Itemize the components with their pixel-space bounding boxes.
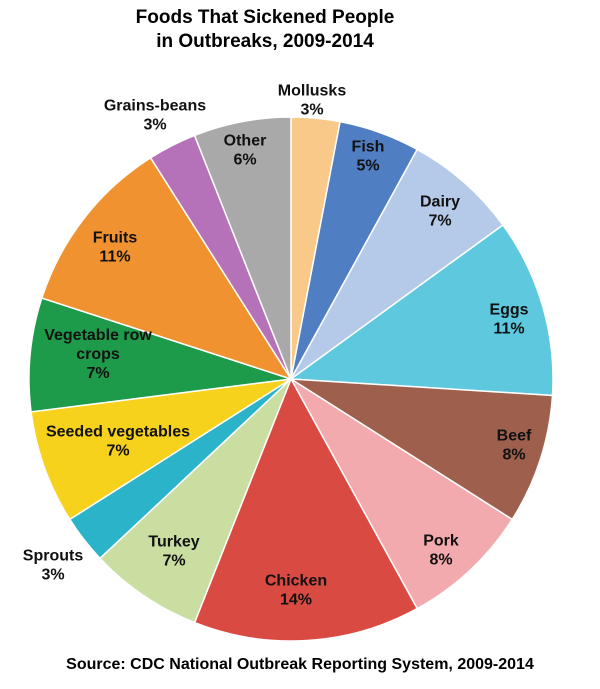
- pie-slice-beef: [290, 378, 554, 521]
- slice-label-line: Seeded vegetables: [46, 424, 190, 441]
- slice-label-line: 5%: [356, 158, 379, 175]
- slice-label-line: Fish: [352, 139, 385, 156]
- slice-label-other: Other 6%: [224, 133, 267, 169]
- slice-label-line: Sprouts: [23, 548, 84, 565]
- slice-label-dairy: Dairy 7%: [420, 194, 460, 230]
- slice-label-pork: Pork 8%: [423, 533, 459, 569]
- chart-title-line-2: in Outbreaks, 2009-2014: [156, 31, 374, 52]
- slice-label-line: 11%: [493, 321, 524, 338]
- slice-label-line: 3%: [41, 567, 64, 584]
- slice-label-line: 3%: [143, 117, 166, 134]
- slice-label-line: 8%: [502, 447, 525, 464]
- slice-label-vegetable-row-crops: Vegetable row crops 7%: [44, 327, 152, 382]
- slice-label-chicken: Chicken 14%: [265, 573, 327, 609]
- pie-slice-other: [193, 116, 292, 380]
- pie-slice-turkey: [98, 378, 292, 624]
- pie-slice-pork: [290, 378, 514, 610]
- slice-label-beef: Beef 8%: [497, 428, 532, 464]
- pie-slices: [28, 116, 554, 642]
- slice-label-eggs: Eggs 11%: [489, 302, 528, 338]
- slice-label-seeded-vegetables: Seeded vegetables 7%: [46, 424, 190, 460]
- slice-label-grains-beans: Grains-beans 3%: [104, 98, 206, 134]
- pie-slice-eggs: [288, 223, 554, 397]
- slice-labels: Mollusks 3%Fish 5%Dairy 7%Eggs 11%Beef 8%Pork…: [23, 83, 532, 609]
- slice-label-line: Pork: [423, 533, 459, 550]
- slice-label-turkey: Turkey 7%: [148, 534, 199, 570]
- slice-label-line: 7%: [106, 443, 129, 460]
- slice-label-line: Vegetable row: [44, 327, 152, 344]
- chart-title-line-1: Foods That Sickened People: [135, 7, 395, 28]
- slice-label-line: Turkey: [148, 534, 199, 551]
- slice-label-fish: Fish 5%: [352, 139, 385, 175]
- slice-label-mollusks: Mollusks 3%: [278, 83, 347, 119]
- slice-label-line: crops: [76, 346, 120, 363]
- slice-label-line: Other: [224, 133, 267, 150]
- chart-title: Foods That Sickened People in Outbreaks,…: [0, 6, 530, 54]
- slice-label-fruits: Fruits 11%: [93, 230, 138, 266]
- pie-slice-fruits: [40, 156, 293, 381]
- slice-label-line: 14%: [280, 592, 312, 609]
- pie-slice-seeded-vegetables: [30, 378, 292, 521]
- slice-label-line: 6%: [233, 152, 256, 169]
- chart-source: Source: CDC National Outbreak Reporting …: [66, 656, 534, 673]
- slice-label-line: 11%: [99, 249, 130, 266]
- slice-label-line: Chicken: [265, 573, 327, 590]
- slice-label-line: 3%: [300, 102, 323, 119]
- pie-slice-chicken: [193, 377, 419, 642]
- slice-label-line: 7%: [428, 213, 451, 230]
- slice-label-line: Mollusks: [278, 83, 347, 100]
- slice-label-line: Dairy: [420, 194, 460, 211]
- slice-label-sprouts: Sprouts 3%: [23, 548, 84, 584]
- slice-label-line: 7%: [86, 365, 109, 382]
- pie-slice-dairy: [290, 148, 505, 380]
- slice-label-line: Fruits: [93, 230, 138, 247]
- slice-label-line: 7%: [162, 553, 185, 570]
- slice-label-line: Grains-beans: [104, 98, 206, 115]
- pie-slice-vegetable-row-crops: [28, 297, 292, 413]
- slice-label-line: Eggs: [489, 302, 528, 319]
- slice-label-line: Beef: [497, 428, 532, 445]
- slice-label-line: 8%: [429, 552, 452, 569]
